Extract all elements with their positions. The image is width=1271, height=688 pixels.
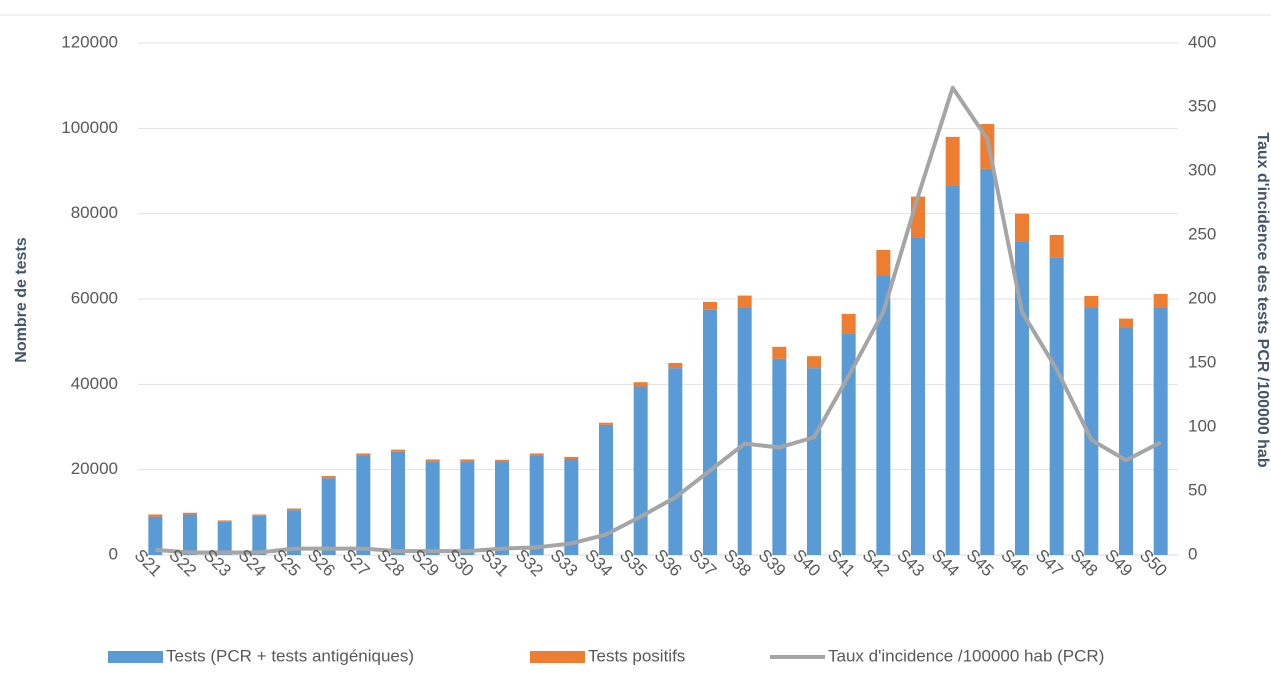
line (155, 85, 1162, 555)
bar (1119, 328, 1133, 555)
y-tick-label: 0 (109, 544, 118, 563)
bar (321, 476, 336, 479)
bar (287, 510, 301, 555)
legend-swatch (108, 651, 163, 663)
bar (460, 459, 475, 462)
y-tick-label: 40000 (71, 374, 118, 393)
bar (1049, 235, 1064, 258)
y2-tick-label: 0 (1188, 544, 1197, 563)
bar (945, 136, 960, 186)
bar (1084, 296, 1099, 308)
bar (772, 358, 787, 555)
bar (183, 512, 197, 515)
bar (633, 382, 648, 387)
bar (217, 521, 232, 555)
bar (391, 449, 405, 452)
y2-tick-label: 400 (1188, 32, 1216, 51)
bar (841, 333, 856, 555)
bar (321, 478, 336, 555)
bar (287, 508, 301, 511)
bar (495, 459, 509, 462)
bar (703, 301, 717, 310)
bar (703, 309, 717, 555)
bar (183, 514, 197, 555)
bar (356, 456, 371, 555)
bar (495, 461, 509, 555)
bar (772, 346, 787, 359)
bar (599, 424, 613, 555)
bar (425, 461, 440, 555)
bar (668, 368, 683, 555)
bar (737, 307, 752, 555)
y-tick-label: 20000 (71, 459, 118, 478)
bar (148, 516, 163, 555)
bar (633, 386, 648, 555)
legend-label: Taux d'incidence /100000 hab (PCR) (828, 646, 1104, 665)
bar (564, 459, 579, 555)
bar (460, 461, 475, 555)
legend-label: Tests positifs (588, 646, 685, 665)
bar (876, 249, 891, 276)
y2-tick-label: 300 (1188, 160, 1216, 179)
y2-tick-label: 200 (1188, 288, 1216, 307)
bar (148, 514, 163, 517)
bar (564, 456, 579, 459)
y-tick-label: 120000 (61, 32, 118, 51)
y-axis-title: Nombre de tests (13, 237, 30, 362)
bar (945, 185, 960, 555)
bar (1015, 213, 1029, 242)
bar (911, 237, 925, 555)
bar (425, 459, 440, 462)
bar (529, 453, 544, 456)
bar (391, 451, 405, 555)
bar (1153, 293, 1168, 308)
y-tick-label: 80000 (71, 203, 118, 222)
bar (876, 275, 891, 555)
y2-tick-label: 350 (1188, 96, 1216, 115)
bar (356, 453, 371, 457)
bar (807, 368, 821, 555)
bar (1084, 307, 1099, 555)
bar (807, 356, 821, 369)
bar (529, 455, 544, 555)
bar (841, 313, 856, 334)
y-tick-label: 60000 (71, 288, 118, 307)
y2-tick-label: 100 (1188, 416, 1216, 435)
bar (252, 515, 267, 555)
bar (599, 422, 613, 425)
y2-tick-label: 150 (1188, 352, 1216, 371)
bar (668, 363, 683, 369)
bar (252, 514, 267, 516)
y2-tick-label: 250 (1188, 224, 1216, 243)
legend-swatch (530, 651, 585, 663)
bar (1119, 318, 1133, 329)
bar (1153, 307, 1168, 555)
y-tick-label: 100000 (61, 118, 118, 137)
bar (737, 295, 752, 308)
bar (217, 520, 232, 522)
y2-tick-label: 50 (1188, 480, 1207, 499)
bar (1049, 257, 1064, 555)
bar (980, 168, 995, 555)
y2-axis-title: Taux d'incidence des tests PCR /100000 h… (1254, 132, 1271, 467)
legend-label: Tests (PCR + tests antigéniques) (166, 646, 414, 665)
